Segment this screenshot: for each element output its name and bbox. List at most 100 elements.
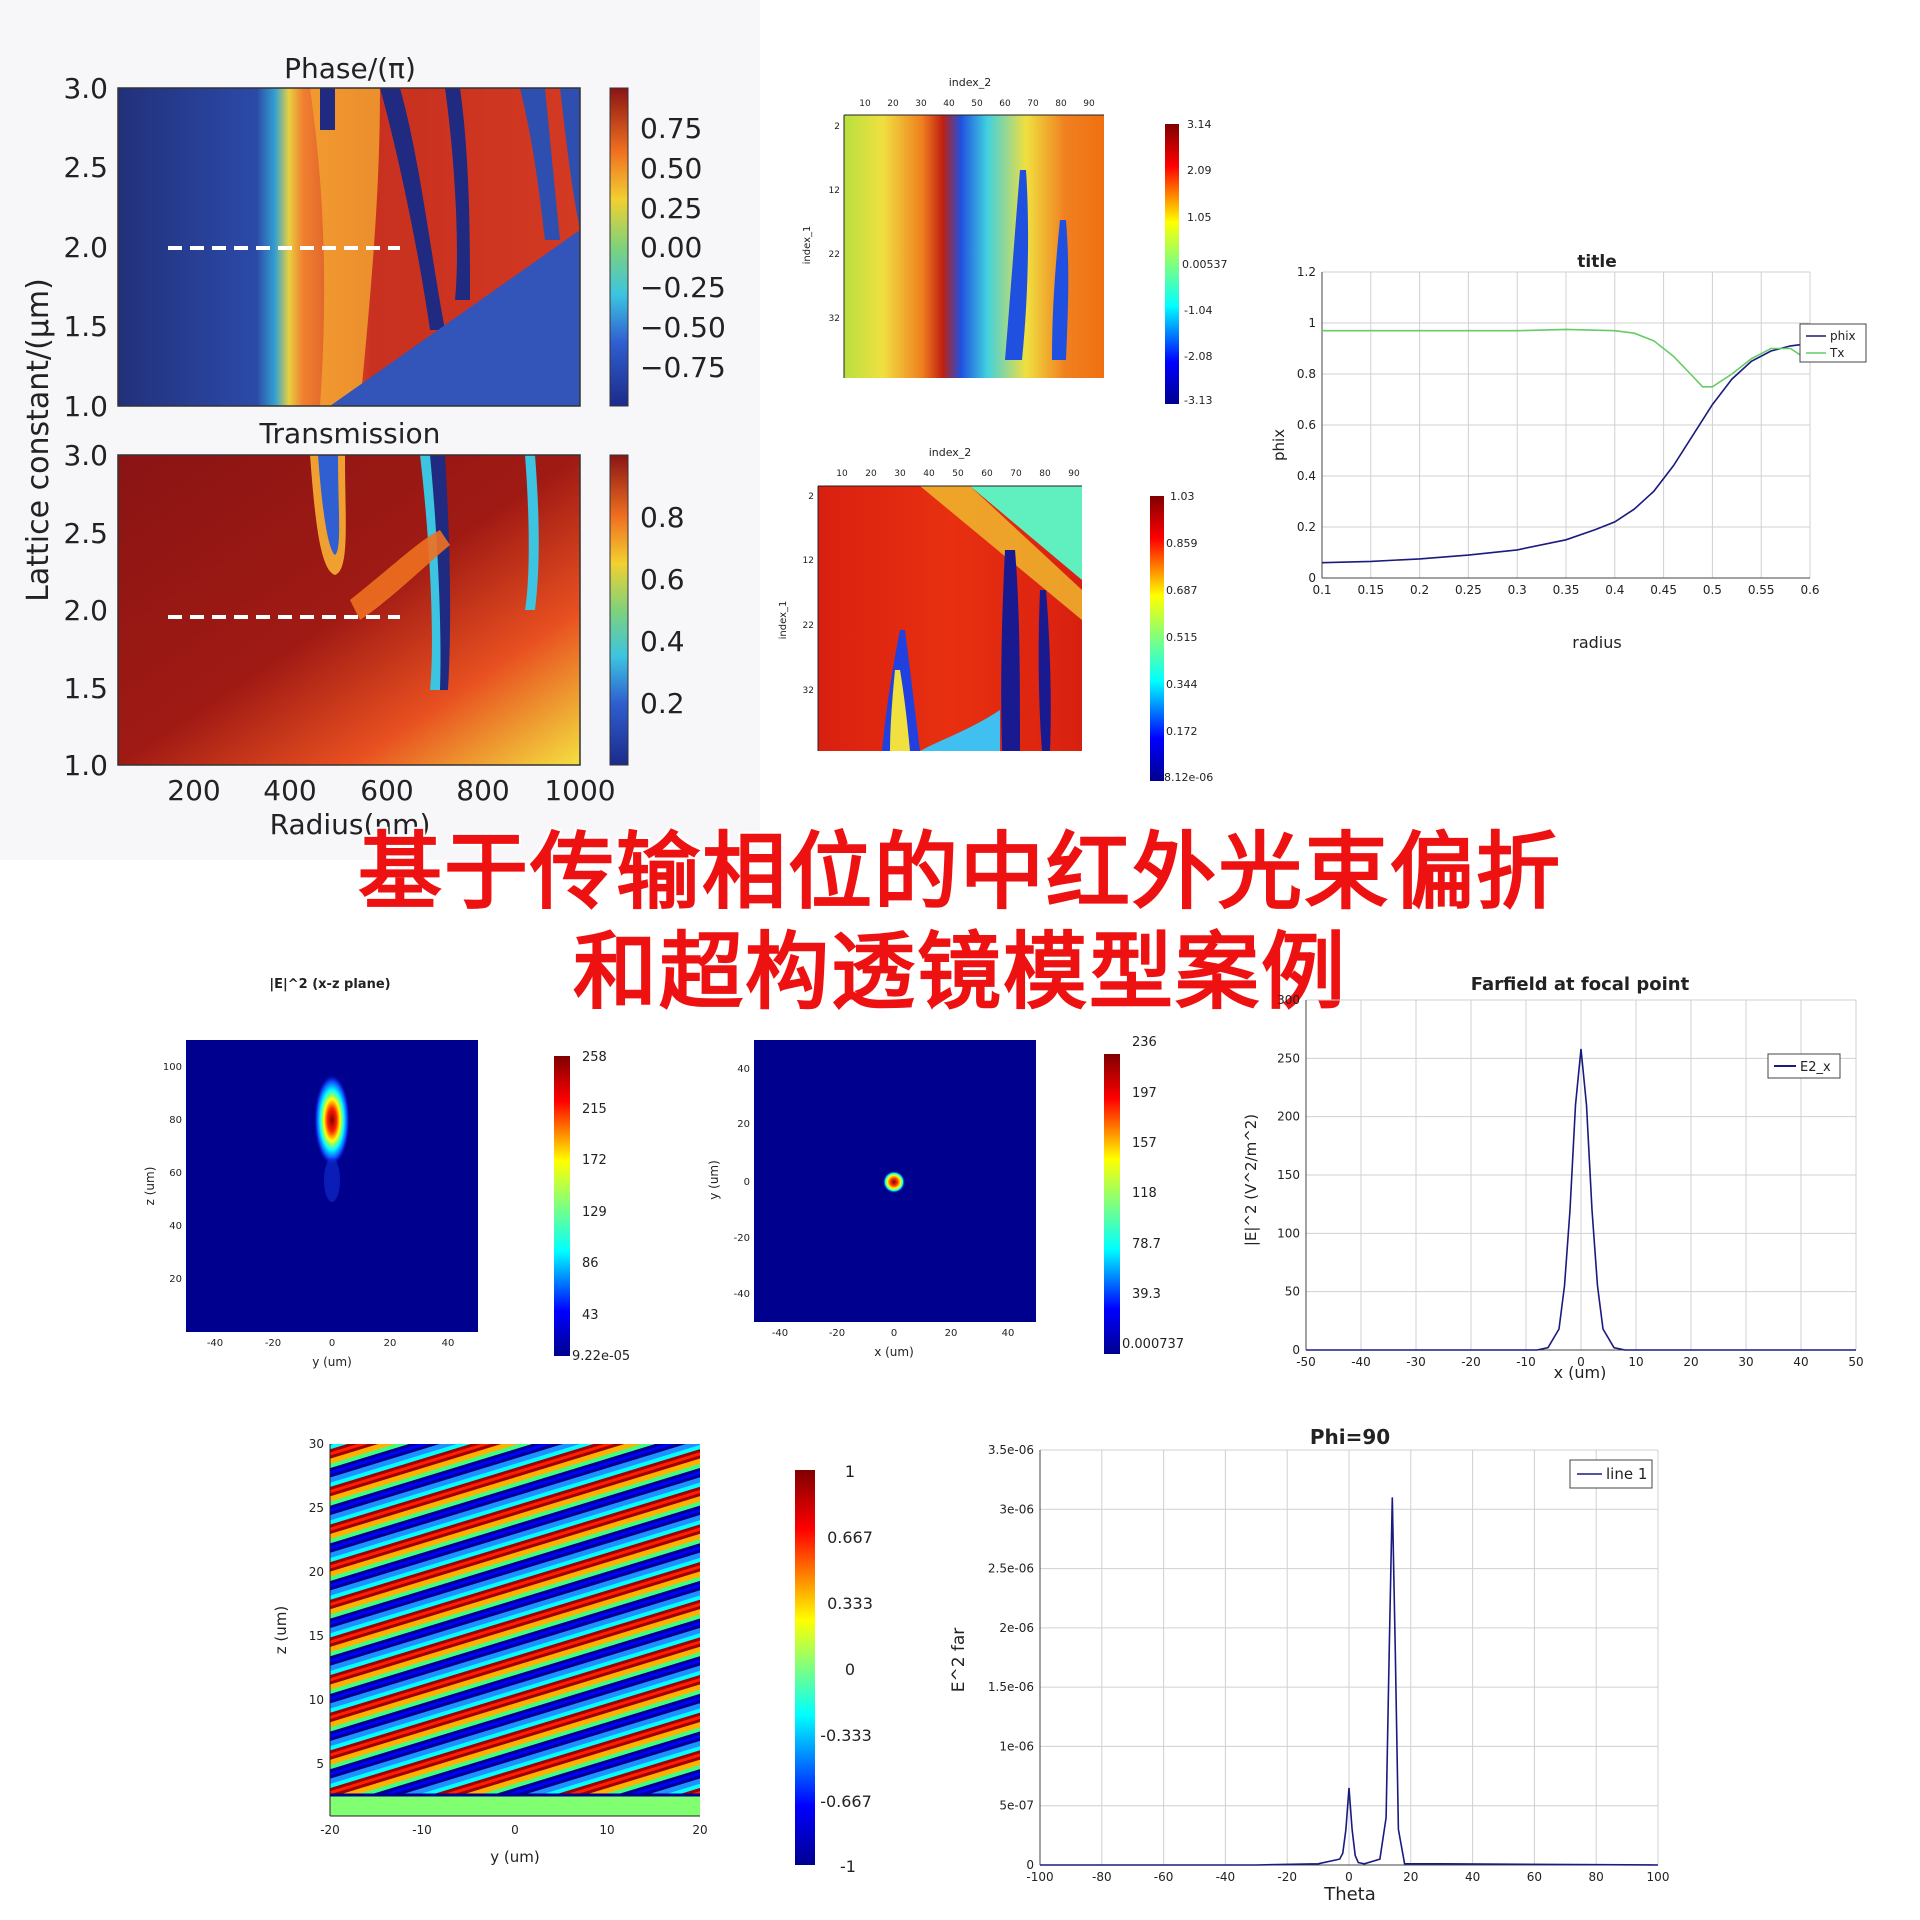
x-tick-label: 0	[1345, 1870, 1353, 1884]
x-tick-label: 0.2	[1410, 583, 1429, 597]
phase-ytick: 2.5	[63, 151, 108, 184]
y-tick-label: 2.5e-06	[988, 1562, 1034, 1576]
idx2-xtick: 20	[865, 469, 877, 479]
phix-tx-chart: title 0.1 0.15 0.2 0.25 0.3 0.35 0.4 0.45 0.5 0.5…	[1270, 252, 1867, 652]
idx-cbar-tick: -1.04	[1184, 304, 1212, 317]
phase-cbar-tick: −0.25	[640, 271, 726, 304]
idx-xtick: 70	[1027, 99, 1039, 109]
x-tick-label: 100	[1647, 1870, 1670, 1884]
xy-xtick: 0	[891, 1328, 897, 1339]
trans-xtick: 200	[167, 774, 220, 807]
xz-cbar-tick: 129	[582, 1205, 607, 1220]
ex-cbar-tick: -0.667	[820, 1792, 872, 1811]
trans-xtick: 800	[456, 774, 509, 807]
y-tick-label: 0	[1026, 1858, 1034, 1872]
e2-xz-figure: |E|^2 (x-z plane) 100 80 60 40 20 -40 -2…	[143, 977, 630, 1369]
xz-xtick: 40	[442, 1338, 455, 1349]
ex-cbar-tick: 0.333	[827, 1594, 873, 1613]
xz-ytick: 60	[169, 1168, 182, 1179]
y-tick-label: 100	[1277, 1226, 1300, 1240]
xy-ytick: -40	[734, 1289, 750, 1300]
series-line-phix	[1321, 342, 1811, 564]
phase-transmission-figure: Phase/(π) 3.0 2.5 2.0 1.5 1.0 0.75 0.50 …	[0, 0, 760, 860]
e2-xz-ylabel: z (um)	[143, 1167, 157, 1206]
y-tick-label: 1.2	[1297, 265, 1316, 279]
ex-cbar-tick: 0	[845, 1660, 855, 1679]
y-tick-label: 0.2	[1297, 520, 1316, 534]
phase-cbar-tick: −0.50	[640, 311, 726, 344]
ex-field-heatmap	[330, 1444, 700, 1816]
xy-cbar-tick: 157	[1132, 1136, 1157, 1151]
phase-ytick: 1.0	[63, 390, 108, 423]
e2-xz-title-text: |E|^2 (x-z plane)	[269, 977, 390, 992]
idx-cbar-tick: 0.00537	[1182, 258, 1228, 271]
idx-xtick: 20	[887, 99, 899, 109]
idx2-cbar-tick: 0.344	[1166, 678, 1198, 691]
xz-ytick: 40	[169, 1221, 182, 1232]
farfield-ylabel: |E|^2 (V^2/m^2)	[1242, 1114, 1260, 1246]
trans-xtick: 1000	[544, 774, 615, 807]
idx2-xtick: 50	[952, 469, 964, 479]
y-tick-label: 200	[1277, 1110, 1300, 1124]
idx-cbar-tick: 1.05	[1187, 211, 1212, 224]
idx2-ytick: 2	[808, 492, 814, 502]
ex-cbar-tick: -0.333	[820, 1726, 872, 1745]
idx-xtick: 10	[859, 99, 871, 109]
xz-xtick: 0	[329, 1338, 335, 1349]
ex-xtick: 20	[692, 1823, 707, 1837]
e2-xy-xlabel: x (um)	[874, 1345, 914, 1359]
phase-ytick: 1.5	[63, 310, 108, 343]
series-line-line-1	[1040, 1497, 1659, 1866]
x-tick-label: -10	[1516, 1355, 1536, 1369]
xy-ytick: 0	[744, 1177, 750, 1188]
e2-xy-figure: 40 20 0 -20 -40 -40 -20 0 20 40 x (um) y…	[707, 1035, 1184, 1359]
phi90-chart: Phi=90 -100 -80 -60 -40 -20 0 20 40 60 80 100 0 5e-0…	[949, 1425, 1670, 1900]
xy-cbar-tick: 197	[1132, 1086, 1157, 1101]
trans-xtick: 600	[360, 774, 413, 807]
y-tick-label: 300	[1277, 993, 1300, 1007]
xz-cbar-tick: 258	[582, 1050, 607, 1065]
phix-tx-xlabel: radius	[1572, 633, 1621, 652]
idx-cbar-tick: -2.08	[1184, 350, 1212, 363]
xy-cbar-tick: 0.000737	[1122, 1337, 1184, 1352]
idx2-cbar-tick: 1.03	[1170, 490, 1195, 503]
x-tick-label: -60	[1154, 1870, 1174, 1884]
ex-ytick: 15	[309, 1629, 324, 1643]
x-tick-label: 0.5	[1703, 583, 1722, 597]
idx2-cbar-tick: 0.515	[1166, 631, 1198, 644]
index-trans-xlabel: index_2	[929, 446, 972, 459]
xz-cbar-tick: 215	[582, 1102, 607, 1117]
xz-xtick: -40	[207, 1338, 223, 1349]
index-trans-ylabel: index_1	[778, 601, 789, 640]
xz-xtick: 20	[384, 1338, 397, 1349]
index-phase-colorbar	[1165, 124, 1179, 404]
x-tick-label: -30	[1406, 1355, 1426, 1369]
x-tick-label: 0.6	[1800, 583, 1819, 597]
y-tick-label: 0.4	[1297, 469, 1316, 483]
x-tick-label: 0.55	[1748, 583, 1775, 597]
xy-ytick: -20	[734, 1233, 750, 1244]
trans-cbar-tick: 0.6	[640, 563, 685, 596]
xy-cbar-tick: 39.3	[1132, 1287, 1161, 1302]
ex-ytick: 10	[309, 1693, 324, 1707]
trans-cbar-tick: 0.2	[640, 687, 685, 720]
xy-ytick: 20	[737, 1119, 750, 1130]
idx-ytick: 32	[829, 314, 840, 324]
idx-xtick: 30	[915, 99, 927, 109]
xy-xtick: -20	[829, 1328, 845, 1339]
e2-xy-ylabel: y (um)	[707, 1160, 721, 1200]
farfield-xlabel: x (um)	[1554, 1363, 1607, 1380]
farfield-focal-chart: Farfield at focal point -50 -40 -30 -20 -10 0…	[1242, 974, 1864, 1380]
phase-cbar-tick: −0.75	[640, 351, 726, 384]
y-tick-label: 1.5e-06	[988, 1680, 1034, 1694]
index-trans-colorbar	[1150, 496, 1164, 781]
x-tick-label: 30	[1738, 1355, 1753, 1369]
idx2-cbar-tick: 0.172	[1166, 725, 1198, 738]
idx-xtick: 50	[971, 99, 983, 109]
xz-ytick: 80	[169, 1115, 182, 1126]
xy-xtick: -40	[772, 1328, 788, 1339]
idx-cbar-tick: 2.09	[1187, 164, 1212, 177]
idx-ytick: 2	[834, 122, 840, 132]
trans-xtick: 400	[263, 774, 316, 807]
y-tick-label: 2e-06	[999, 1621, 1034, 1635]
